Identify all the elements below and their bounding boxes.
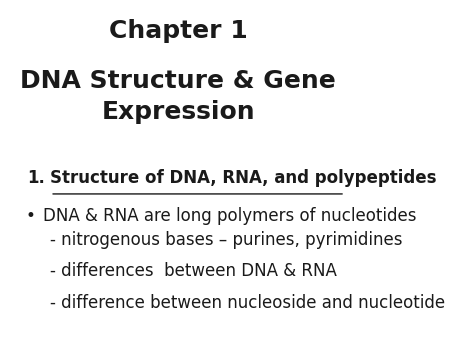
Text: - nitrogenous bases – purines, pyrimidines: - nitrogenous bases – purines, pyrimidin… (50, 231, 403, 248)
Text: 1.: 1. (27, 169, 45, 187)
Text: DNA Structure & Gene
Expression: DNA Structure & Gene Expression (20, 69, 336, 124)
Text: •: • (26, 207, 36, 225)
Text: Structure of DNA, RNA, and polypeptides: Structure of DNA, RNA, and polypeptides (50, 169, 436, 187)
Text: Chapter 1: Chapter 1 (109, 19, 248, 43)
Text: - differences  between DNA & RNA: - differences between DNA & RNA (50, 262, 337, 280)
Text: - difference between nucleoside and nucleotide: - difference between nucleoside and nucl… (50, 294, 446, 312)
Text: DNA & RNA are long polymers of nucleotides: DNA & RNA are long polymers of nucleotid… (43, 207, 417, 225)
